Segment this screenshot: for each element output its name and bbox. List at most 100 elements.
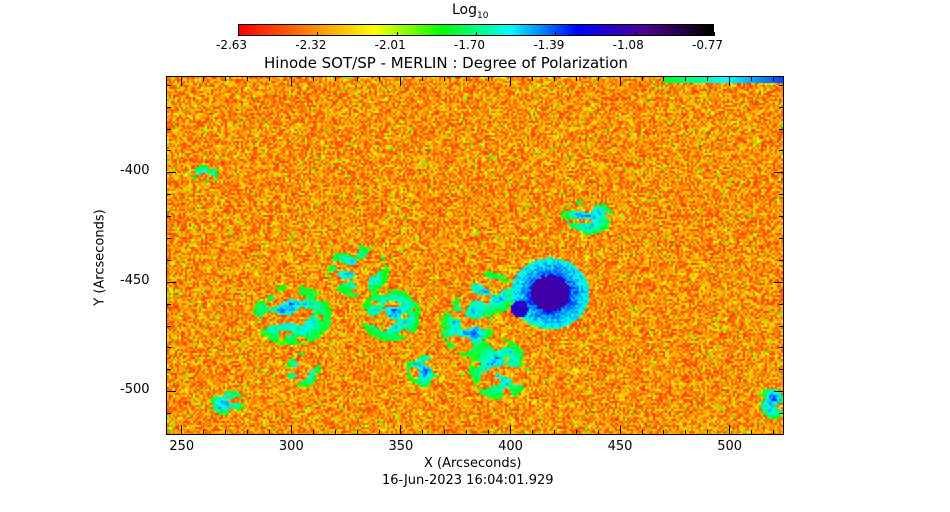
x-tick	[203, 76, 205, 81]
y-tick	[166, 237, 171, 239]
y-tick-label: -450	[120, 272, 150, 288]
colorbar-tick-label: -1.08	[612, 38, 644, 52]
y-tick	[166, 194, 171, 196]
x-tick	[422, 430, 424, 435]
polarization-map	[166, 76, 784, 435]
x-tick	[356, 430, 358, 435]
y-tick	[779, 325, 784, 327]
x-tick	[619, 76, 621, 86]
colorbar-tick	[555, 32, 557, 36]
x-tick	[575, 430, 577, 435]
x-tick	[356, 76, 358, 81]
y-tick	[166, 413, 171, 415]
y-tick	[779, 369, 784, 371]
x-tick	[488, 76, 490, 81]
x-tick	[466, 430, 468, 435]
x-tick	[685, 430, 687, 435]
y-tick	[779, 347, 784, 349]
y-tick	[779, 237, 784, 239]
x-tick	[312, 76, 314, 81]
colorbar-tick	[634, 32, 636, 36]
colorbar-tick	[317, 32, 319, 36]
x-tick	[466, 76, 468, 81]
y-tick	[779, 106, 784, 108]
x-tick	[531, 430, 533, 435]
x-tick	[510, 425, 512, 435]
x-tick	[400, 425, 402, 435]
colorbar-tick	[396, 32, 398, 36]
x-tick	[334, 76, 336, 81]
x-tick	[488, 430, 490, 435]
y-tick	[166, 172, 176, 174]
colorbar-tick-label: -1.39	[533, 38, 565, 52]
x-tick	[641, 76, 643, 81]
x-tick	[181, 425, 183, 435]
x-tick	[663, 430, 665, 435]
y-tick	[166, 369, 171, 371]
y-tick-label: -400	[120, 163, 150, 179]
x-tick	[553, 430, 555, 435]
y-tick	[166, 347, 171, 349]
colorbar-tick	[238, 32, 239, 36]
y-tick	[774, 281, 784, 283]
x-tick	[225, 76, 227, 81]
x-tick	[225, 430, 227, 435]
y-tick	[166, 150, 171, 152]
x-tick	[707, 430, 709, 435]
colorbar-tick-label: -2.63	[216, 38, 248, 52]
y-tick	[779, 413, 784, 415]
x-tick	[531, 76, 533, 81]
x-tick	[378, 76, 380, 81]
y-tick	[166, 106, 171, 108]
x-tick	[378, 430, 380, 435]
y-tick	[166, 259, 171, 261]
x-tick-label: 500	[717, 439, 743, 454]
y-tick	[166, 325, 171, 327]
y-tick	[779, 194, 784, 196]
x-tick	[290, 425, 292, 435]
x-tick	[773, 76, 775, 81]
x-tick	[729, 76, 731, 86]
x-tick	[269, 430, 270, 435]
x-tick	[773, 430, 775, 435]
x-tick	[400, 76, 402, 86]
y-tick	[166, 391, 176, 393]
x-tick-label: 300	[278, 439, 304, 454]
y-tick	[779, 303, 784, 305]
x-tick	[619, 425, 621, 435]
x-tick	[444, 76, 446, 81]
y-tick	[166, 216, 171, 218]
colorbar-tick	[476, 32, 477, 36]
y-tick	[774, 172, 784, 174]
y-tick	[779, 84, 784, 86]
y-axis-label: Y (Arcseconds)	[92, 209, 108, 306]
x-tick-label: 400	[498, 439, 523, 454]
x-tick	[729, 425, 731, 435]
chart-title: Hinode SOT/SP - MERLIN : Degree of Polar…	[264, 54, 628, 72]
x-tick	[444, 430, 446, 435]
colorbar-tick-label: -1.70	[454, 38, 486, 52]
x-tick	[247, 76, 249, 81]
x-tick-label: 350	[388, 439, 414, 454]
x-tick	[247, 430, 249, 435]
colorbar-tick-label: -2.01	[374, 38, 406, 52]
x-tick	[663, 76, 665, 81]
x-tick	[751, 76, 753, 81]
y-tick	[774, 391, 784, 393]
colorbar-tick-label: -2.32	[295, 38, 327, 52]
y-tick	[166, 281, 176, 283]
x-tick-label: 450	[607, 439, 633, 454]
x-tick	[597, 76, 599, 81]
y-tick	[166, 303, 171, 305]
x-tick	[422, 76, 424, 81]
x-axis-label: X (Arcseconds)	[424, 456, 522, 471]
x-tick	[597, 430, 599, 435]
x-tick	[641, 430, 643, 435]
x-tick-label: 250	[169, 439, 195, 454]
y-tick-label: -500	[120, 382, 150, 398]
x-tick	[181, 76, 183, 86]
x-tick	[334, 430, 336, 435]
x-tick	[751, 430, 753, 435]
x-tick	[510, 76, 512, 86]
